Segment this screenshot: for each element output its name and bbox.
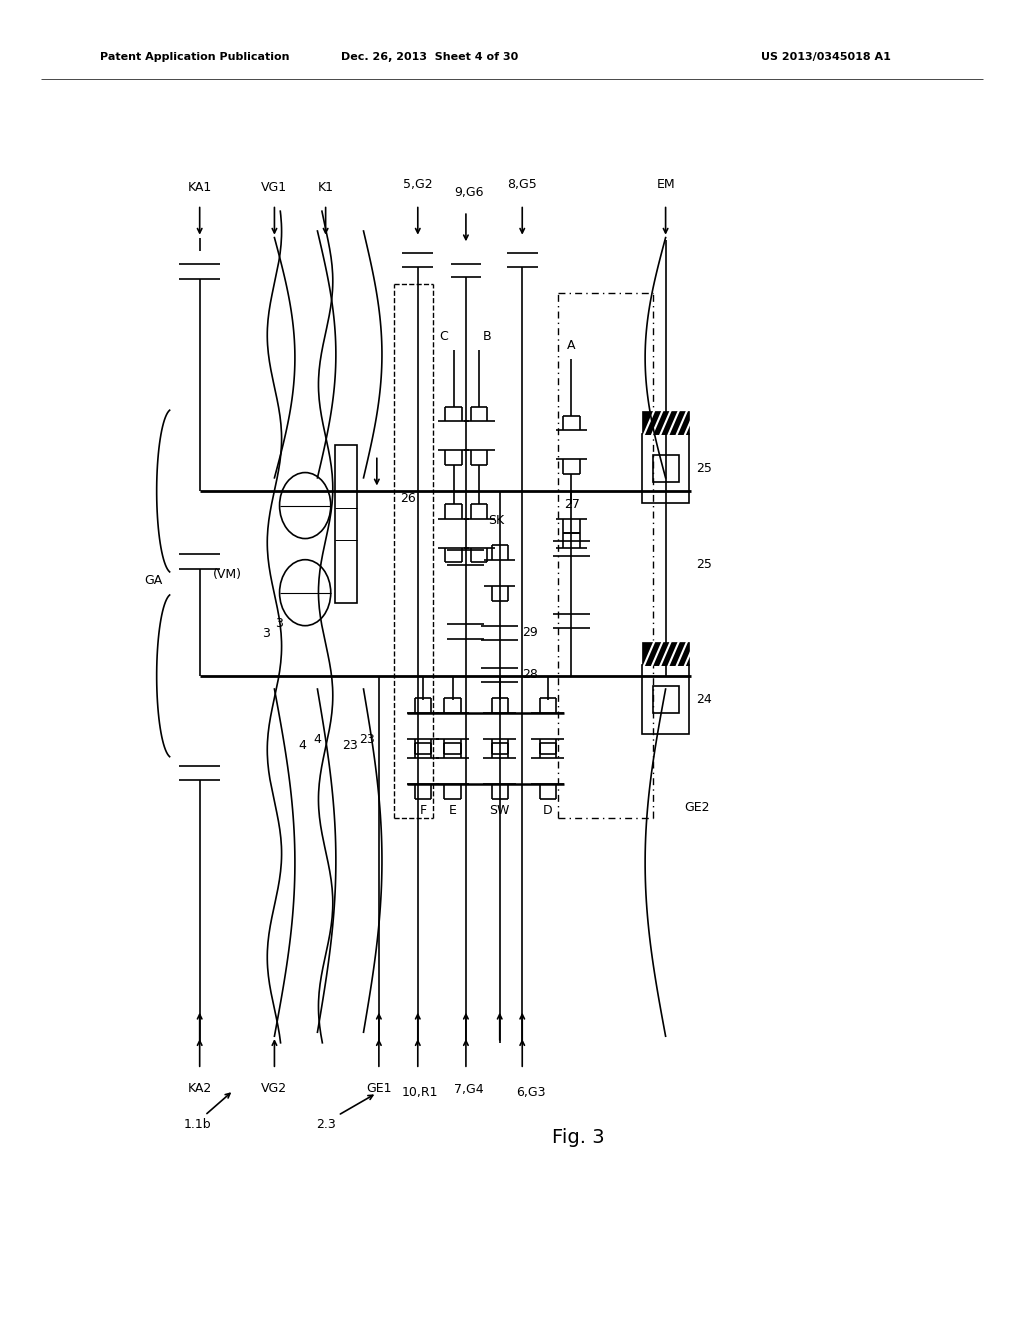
Bar bbox=[335, 445, 357, 603]
Text: A: A bbox=[567, 339, 575, 352]
Text: SW: SW bbox=[489, 804, 510, 817]
Text: Fig. 3: Fig. 3 bbox=[552, 1129, 605, 1147]
Text: 27: 27 bbox=[564, 498, 581, 511]
Text: 25: 25 bbox=[696, 462, 713, 475]
Text: 9,G6: 9,G6 bbox=[455, 186, 483, 199]
Text: KA1: KA1 bbox=[187, 181, 212, 194]
Text: 10,R1: 10,R1 bbox=[401, 1086, 438, 1100]
Text: 25: 25 bbox=[696, 558, 713, 572]
Text: EM: EM bbox=[656, 178, 675, 191]
Text: Patent Application Publication: Patent Application Publication bbox=[100, 51, 290, 62]
Text: GE2: GE2 bbox=[684, 801, 710, 814]
Text: 29: 29 bbox=[522, 626, 538, 639]
Text: 6,G3: 6,G3 bbox=[516, 1086, 545, 1100]
Text: C: C bbox=[439, 330, 447, 343]
Text: 23: 23 bbox=[342, 739, 358, 752]
Text: 1.1b: 1.1b bbox=[184, 1118, 211, 1131]
Text: D: D bbox=[543, 804, 553, 817]
Text: KA2: KA2 bbox=[187, 1082, 212, 1096]
Text: 5,G2: 5,G2 bbox=[403, 178, 432, 191]
Bar bbox=[642, 665, 689, 734]
Text: VG1: VG1 bbox=[261, 181, 288, 194]
Text: 24: 24 bbox=[696, 693, 712, 706]
Text: 3: 3 bbox=[274, 616, 283, 630]
Text: 8,G5: 8,G5 bbox=[507, 178, 538, 191]
Text: B: B bbox=[483, 330, 492, 343]
Text: SK: SK bbox=[488, 513, 505, 527]
Text: 4: 4 bbox=[298, 739, 306, 752]
Text: 23: 23 bbox=[358, 733, 375, 746]
Text: US 2013/0345018 A1: US 2013/0345018 A1 bbox=[761, 51, 891, 62]
Text: 4: 4 bbox=[313, 733, 322, 746]
Bar bbox=[642, 434, 689, 503]
Text: Dec. 26, 2013  Sheet 4 of 30: Dec. 26, 2013 Sheet 4 of 30 bbox=[341, 51, 519, 62]
Bar bbox=[652, 686, 679, 713]
Text: 3: 3 bbox=[262, 627, 270, 640]
Text: GE1: GE1 bbox=[367, 1082, 391, 1096]
Text: (VM): (VM) bbox=[213, 568, 242, 581]
Bar bbox=[652, 455, 679, 482]
Text: 7,G4: 7,G4 bbox=[455, 1082, 483, 1096]
Bar bbox=[642, 411, 689, 434]
Text: 2.3: 2.3 bbox=[315, 1118, 336, 1131]
Text: E: E bbox=[449, 804, 457, 817]
Text: VG2: VG2 bbox=[261, 1082, 288, 1096]
Text: GA: GA bbox=[144, 574, 163, 587]
Bar bbox=[642, 642, 689, 665]
Text: F: F bbox=[420, 804, 426, 817]
Text: K1: K1 bbox=[317, 181, 334, 194]
Text: 26: 26 bbox=[400, 492, 416, 506]
Text: 28: 28 bbox=[522, 668, 539, 681]
